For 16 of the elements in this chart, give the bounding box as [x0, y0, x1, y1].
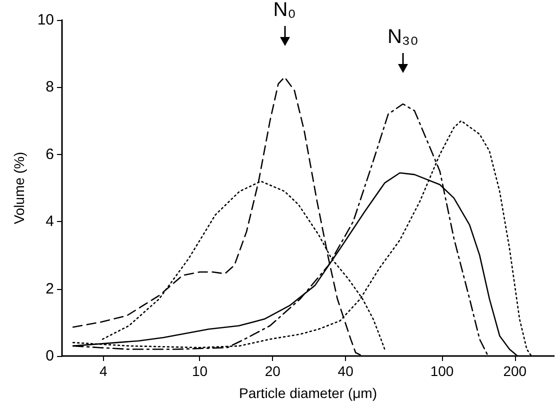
x-tick-label: 100 [430, 363, 454, 379]
x-tick-label: 200 [503, 363, 527, 379]
annotation: N₀ [273, 0, 296, 22]
x-tick-label: 20 [264, 363, 281, 379]
y-tick-label: 10 [37, 12, 54, 28]
x-tick-label: 4 [99, 363, 108, 379]
y-tick-label: 8 [46, 78, 54, 96]
x-tick-label: 10 [192, 363, 208, 379]
y-tick-label: 6 [46, 146, 54, 163]
annotation: N₃₀ [387, 26, 418, 48]
y-tick-label: 0 [46, 348, 54, 364]
y-tick-label: 4 [46, 213, 54, 230]
x-axis-title: Particle diameter (μm) [239, 385, 377, 401]
y-axis-title: Volume (%) [11, 152, 27, 224]
y-tick-label: 2 [46, 280, 54, 298]
x-tick-label: 40 [338, 363, 354, 379]
